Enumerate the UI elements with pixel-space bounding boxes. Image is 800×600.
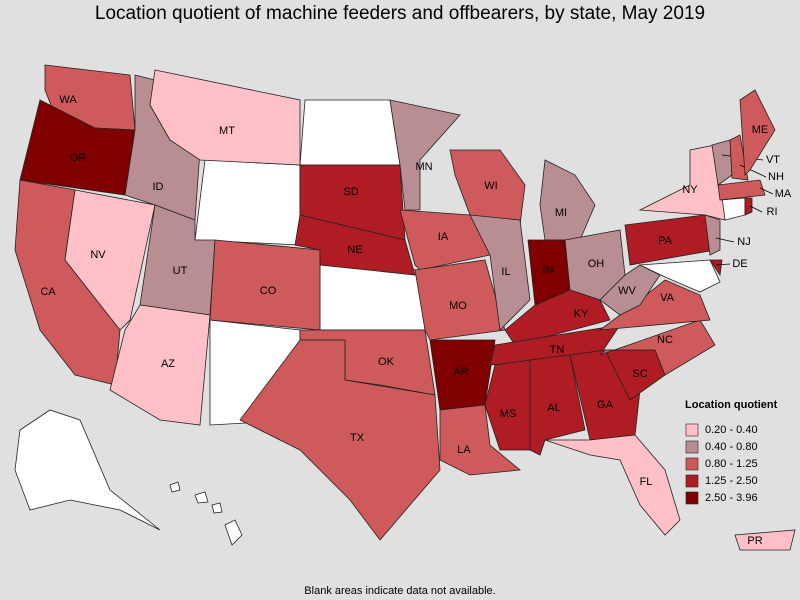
state-label: OH: [588, 258, 605, 270]
state-label: AR: [453, 366, 468, 378]
state: [484, 359, 531, 451]
state-label: SC: [632, 368, 647, 380]
leader-line: [759, 187, 774, 195]
state-label: WV: [618, 285, 636, 297]
state: [239, 339, 441, 541]
legend-label: 0.80 - 1.25: [705, 458, 758, 470]
legend-swatch: [685, 474, 699, 488]
state: [414, 259, 506, 341]
footnote: Blank areas indicate data not available.: [304, 585, 495, 597]
state-label: ID: [153, 181, 164, 193]
state-label: FL: [640, 476, 653, 488]
state-blank: [194, 159, 301, 246]
legend-title: Location quotient: [685, 399, 778, 411]
state-label: NH: [768, 171, 784, 183]
state: [704, 214, 721, 256]
state-label: NV: [90, 249, 106, 261]
state-label: PR: [747, 535, 762, 547]
legend-swatch: [685, 491, 699, 505]
state: [599, 264, 661, 316]
state: [709, 259, 723, 277]
state-label: NJ: [737, 236, 750, 248]
state-blank: [638, 259, 721, 293]
state-label: MN: [415, 161, 432, 173]
state-label: OK: [378, 356, 395, 368]
state-label: OR: [70, 152, 87, 164]
legend-label: 2.50 - 3.96: [705, 492, 758, 504]
state-label: UT: [173, 265, 188, 277]
state-blank: [211, 502, 223, 514]
state: [469, 214, 531, 331]
state-label: TX: [350, 432, 365, 444]
leader-line: [749, 205, 763, 213]
state-label: NC: [657, 334, 673, 346]
state-label: LA: [457, 444, 471, 456]
legend-label: 1.25 - 2.50: [705, 475, 758, 487]
state: [729, 134, 749, 181]
state: [717, 179, 766, 201]
state: [64, 189, 156, 331]
state: [744, 197, 753, 216]
legend-label: 0.20 - 0.40: [705, 424, 758, 436]
legend-label: 0.40 - 0.80: [705, 441, 758, 453]
state-label: MT: [219, 125, 235, 137]
state-label: GA: [597, 399, 614, 411]
state-label: MA: [775, 188, 792, 200]
state-label: RI: [767, 206, 778, 218]
state-label: MS: [500, 408, 517, 420]
state-label: ME: [752, 124, 769, 136]
map-title: Location quotient of machine feeders and…: [95, 3, 705, 24]
leader-line: [715, 237, 735, 243]
leader-line: [715, 263, 731, 266]
state-blank: [14, 409, 161, 531]
state-blank: [224, 519, 243, 546]
legend-swatch: [685, 423, 699, 437]
state-label: NY: [682, 184, 698, 196]
state-label: TN: [550, 344, 565, 356]
state: [544, 434, 681, 536]
state-label: AL: [547, 402, 560, 414]
state-label: NE: [347, 244, 362, 256]
state-label: IA: [438, 231, 449, 243]
state: [399, 209, 491, 271]
state: [294, 214, 416, 276]
state-label: IN: [543, 264, 554, 276]
state-label: KY: [574, 308, 589, 320]
state: [389, 99, 461, 211]
state: [109, 304, 211, 426]
state-label: WA: [59, 94, 77, 106]
legend-swatch: [685, 440, 699, 454]
state-label: VA: [660, 292, 675, 304]
state-label: MO: [449, 300, 467, 312]
state: [734, 529, 796, 551]
state: [149, 69, 301, 166]
state-label: WI: [484, 180, 497, 192]
state-label: VT: [766, 154, 780, 166]
state-label: CA: [40, 286, 56, 298]
state-label: AZ: [161, 358, 175, 370]
states: WA OR CA NV ID MT UT CO AZ SD NE OK TX MN IA MO AR LA WI IL…: [14, 64, 796, 551]
state-label: SD: [343, 186, 358, 198]
state-label: IL: [501, 266, 510, 278]
state-label: PA: [658, 235, 673, 247]
state-blank: [194, 491, 209, 504]
state-blank: [299, 99, 401, 166]
legend: Location quotient 0.20 - 0.40 0.40 - 0.80…: [685, 399, 778, 505]
state: [739, 89, 776, 176]
state-label: CO: [260, 285, 277, 297]
blank-states: [14, 99, 746, 546]
state-label: DE: [732, 258, 747, 270]
state-label: MI: [555, 207, 567, 219]
state-blank: [169, 481, 181, 493]
legend-swatch: [685, 457, 699, 471]
